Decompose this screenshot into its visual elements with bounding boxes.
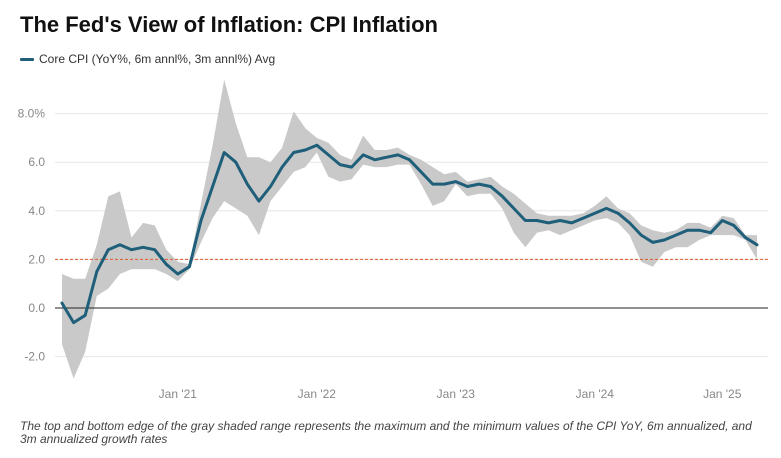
y-tick-label: 6.0	[28, 155, 45, 169]
data-point	[675, 234, 677, 236]
data-point	[663, 239, 666, 241]
data-point	[292, 151, 295, 154]
y-axis-ticks: -2.0 0.0 2.0 4.0 6.0 8.0%	[18, 107, 46, 364]
data-point	[223, 151, 225, 154]
x-tick-label: Jan '24	[576, 387, 615, 401]
data-point	[605, 207, 608, 210]
data-point	[84, 314, 86, 317]
data-point	[153, 248, 156, 251]
y-tick-label: 8.0%	[18, 107, 46, 121]
data-point	[431, 183, 434, 185]
data-point	[397, 154, 399, 156]
range-band	[62, 79, 757, 379]
data-point	[652, 241, 654, 244]
footnote: The top and bottom edge of the gray shad…	[20, 419, 752, 446]
x-axis-ticks: Jan '21 Jan '22 Jan '23 Jan '24 Jan '25	[159, 387, 742, 401]
data-point	[721, 219, 724, 222]
data-point	[628, 222, 631, 224]
data-point	[408, 159, 411, 161]
data-point	[559, 219, 561, 222]
data-point	[570, 222, 573, 224]
data-point	[211, 185, 214, 188]
data-point	[385, 156, 388, 159]
data-point	[96, 270, 98, 273]
data-point	[686, 229, 689, 231]
data-point	[119, 244, 121, 246]
legend: Core CPI (YoY%, 6m annl%, 3m annl%) Avg	[20, 52, 275, 66]
y-tick-label: 4.0	[28, 204, 45, 218]
legend-label: Core CPI (YoY%, 6m annl%, 3m annl%) Avg	[39, 52, 276, 66]
y-tick-label: 0.0	[28, 301, 45, 315]
data-point	[258, 200, 260, 202]
data-point	[478, 183, 480, 185]
x-tick-label: Jan '21	[159, 387, 198, 401]
y-tick-label: 2.0	[28, 252, 45, 266]
data-point	[733, 224, 735, 227]
data-point	[72, 321, 75, 324]
data-point	[744, 236, 747, 239]
data-point	[281, 166, 283, 168]
data-point	[246, 183, 249, 185]
data-point	[489, 185, 492, 188]
data-point	[455, 180, 457, 183]
min-max-range	[62, 79, 757, 379]
data-point	[235, 161, 237, 163]
data-point	[640, 234, 642, 236]
data-point	[362, 154, 365, 156]
data-point	[316, 144, 318, 146]
data-point	[107, 248, 110, 251]
data-point	[165, 263, 168, 266]
series-lines	[60, 143, 759, 325]
data-point	[513, 207, 515, 210]
data-point	[200, 219, 202, 222]
data-point	[582, 217, 585, 219]
data-point	[709, 231, 712, 234]
data-point	[374, 159, 376, 161]
data-point	[756, 244, 758, 246]
data-point	[130, 248, 133, 251]
data-point	[547, 222, 550, 224]
data-point	[501, 195, 504, 197]
legend-line-swatch	[20, 57, 34, 61]
data-point	[698, 229, 700, 231]
x-tick-label: Jan '22	[298, 387, 337, 401]
data-point	[304, 149, 307, 151]
data-point	[61, 302, 63, 304]
chart-title: The Fed's View of Inflation: CPI Inflati…	[20, 12, 438, 37]
x-tick-label: Jan '23	[437, 387, 476, 401]
data-point	[142, 246, 144, 249]
data-point	[536, 219, 538, 222]
data-point	[269, 185, 272, 188]
data-point	[443, 183, 446, 185]
data-point	[466, 185, 469, 188]
data-point	[339, 163, 341, 166]
y-tick-label: -2.0	[24, 350, 45, 364]
data-point	[188, 265, 191, 268]
data-point	[177, 273, 179, 275]
data-point	[350, 166, 353, 168]
reference-lines	[55, 258, 768, 309]
data-point	[524, 219, 527, 222]
x-tick-label: Jan '25	[703, 387, 742, 401]
data-point	[420, 171, 422, 173]
data-point	[594, 212, 596, 214]
data-point	[327, 154, 330, 156]
data-point	[617, 212, 619, 214]
